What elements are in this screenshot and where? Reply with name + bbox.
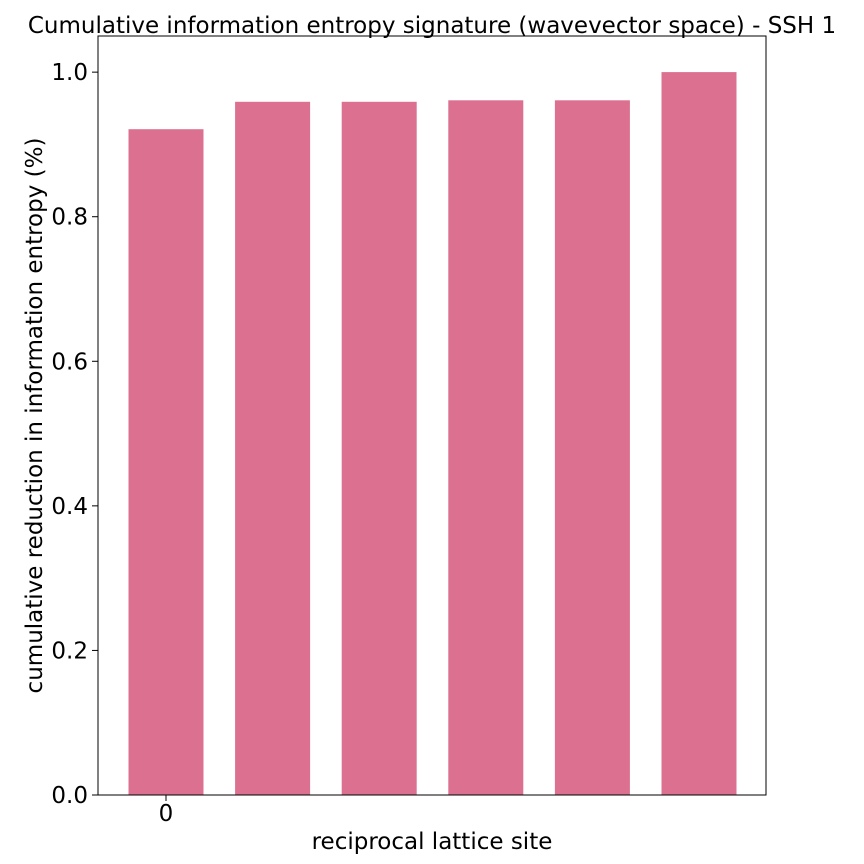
y-axis: 0.0 0.2 0.4 0.6 0.8 1.0 xyxy=(51,60,98,809)
y-tick-label: 0.6 xyxy=(51,349,88,375)
bars-group xyxy=(128,72,737,796)
chart-title: Cumulative information entropy signature… xyxy=(28,13,836,39)
y-tick-label: 0.4 xyxy=(51,494,88,520)
bar-5 xyxy=(661,72,737,796)
y-tick-label: 0.8 xyxy=(51,205,88,231)
y-axis-label: cumulative reduction in information entr… xyxy=(22,138,48,694)
y-tick-label: 0.2 xyxy=(51,638,88,664)
y-tick-label: 1.0 xyxy=(51,60,88,86)
bar-4 xyxy=(554,100,630,796)
bar-3 xyxy=(448,100,524,796)
plot-frame xyxy=(97,35,767,796)
y-tick-label: 0.0 xyxy=(51,783,88,809)
bar-1 xyxy=(235,101,311,796)
x-axis-label: reciprocal lattice site xyxy=(312,829,553,855)
x-axis: 0 xyxy=(159,795,174,827)
bar-0 xyxy=(128,129,204,795)
x-tick-label: 0 xyxy=(159,801,174,827)
bar-2 xyxy=(341,101,417,796)
